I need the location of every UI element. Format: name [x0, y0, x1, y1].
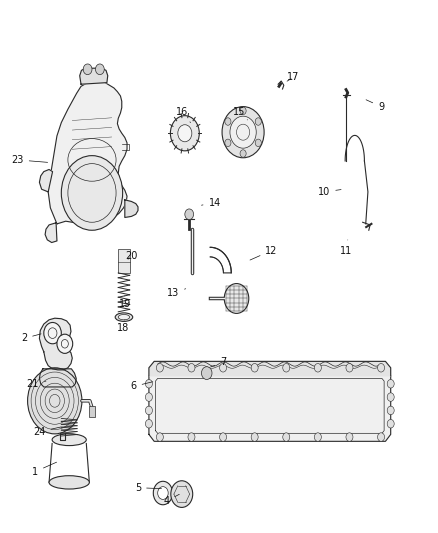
Polygon shape	[39, 169, 53, 192]
Circle shape	[95, 64, 104, 75]
Circle shape	[178, 125, 192, 142]
Circle shape	[156, 364, 163, 372]
Circle shape	[314, 364, 321, 372]
Circle shape	[346, 433, 353, 441]
Ellipse shape	[52, 434, 86, 446]
Polygon shape	[48, 81, 127, 224]
Circle shape	[61, 156, 123, 230]
Circle shape	[346, 364, 353, 372]
Text: 4: 4	[163, 494, 179, 506]
Circle shape	[225, 139, 231, 147]
Text: 13: 13	[167, 288, 186, 298]
Circle shape	[387, 393, 394, 401]
Circle shape	[387, 379, 394, 388]
Polygon shape	[39, 318, 72, 370]
Circle shape	[387, 419, 394, 428]
Text: 7: 7	[211, 358, 226, 367]
Circle shape	[255, 139, 261, 147]
Circle shape	[145, 419, 152, 428]
Circle shape	[219, 433, 226, 441]
Text: 5: 5	[135, 483, 162, 492]
Circle shape	[57, 334, 73, 353]
Text: 1: 1	[32, 462, 57, 477]
Circle shape	[225, 118, 231, 125]
Circle shape	[188, 364, 195, 372]
Text: 23: 23	[11, 155, 48, 165]
Text: 20: 20	[125, 251, 138, 261]
Polygon shape	[149, 361, 391, 376]
Text: 11: 11	[340, 240, 352, 255]
Circle shape	[387, 406, 394, 415]
Polygon shape	[39, 369, 76, 387]
Circle shape	[251, 433, 258, 441]
Circle shape	[201, 367, 212, 379]
Text: 14: 14	[201, 198, 221, 207]
Text: 17: 17	[287, 72, 300, 82]
Circle shape	[219, 364, 226, 372]
Text: 6: 6	[131, 382, 153, 391]
Circle shape	[283, 433, 290, 441]
Circle shape	[44, 322, 61, 344]
Polygon shape	[149, 368, 391, 441]
Circle shape	[224, 284, 249, 313]
Bar	[118, 249, 130, 273]
Ellipse shape	[115, 313, 133, 321]
Polygon shape	[80, 68, 108, 84]
Circle shape	[314, 433, 321, 441]
Circle shape	[145, 406, 152, 415]
Text: 12: 12	[250, 246, 278, 260]
Circle shape	[230, 116, 256, 148]
Circle shape	[28, 368, 82, 434]
Ellipse shape	[118, 314, 130, 320]
Text: 24: 24	[33, 427, 61, 437]
Text: 16: 16	[176, 107, 191, 123]
Circle shape	[378, 364, 385, 372]
Circle shape	[240, 150, 246, 157]
Circle shape	[145, 379, 152, 388]
Circle shape	[378, 433, 385, 441]
Text: 18: 18	[117, 320, 129, 333]
Circle shape	[145, 393, 152, 401]
Circle shape	[170, 116, 199, 151]
Circle shape	[153, 481, 173, 505]
Circle shape	[188, 433, 195, 441]
Text: 19: 19	[119, 296, 131, 309]
Text: 10: 10	[318, 187, 341, 197]
Ellipse shape	[49, 475, 89, 489]
Circle shape	[171, 481, 193, 507]
Bar	[89, 406, 95, 417]
Circle shape	[240, 107, 246, 115]
Circle shape	[255, 118, 261, 125]
Circle shape	[283, 364, 290, 372]
Polygon shape	[45, 223, 57, 243]
Text: 9: 9	[366, 100, 384, 111]
Circle shape	[156, 433, 163, 441]
Circle shape	[83, 64, 92, 75]
Text: 2: 2	[21, 334, 41, 343]
Circle shape	[158, 487, 168, 499]
Text: 15: 15	[233, 107, 247, 120]
Polygon shape	[125, 200, 138, 217]
Circle shape	[222, 107, 264, 158]
Text: 21: 21	[27, 379, 46, 389]
Circle shape	[251, 364, 258, 372]
Circle shape	[185, 209, 194, 220]
